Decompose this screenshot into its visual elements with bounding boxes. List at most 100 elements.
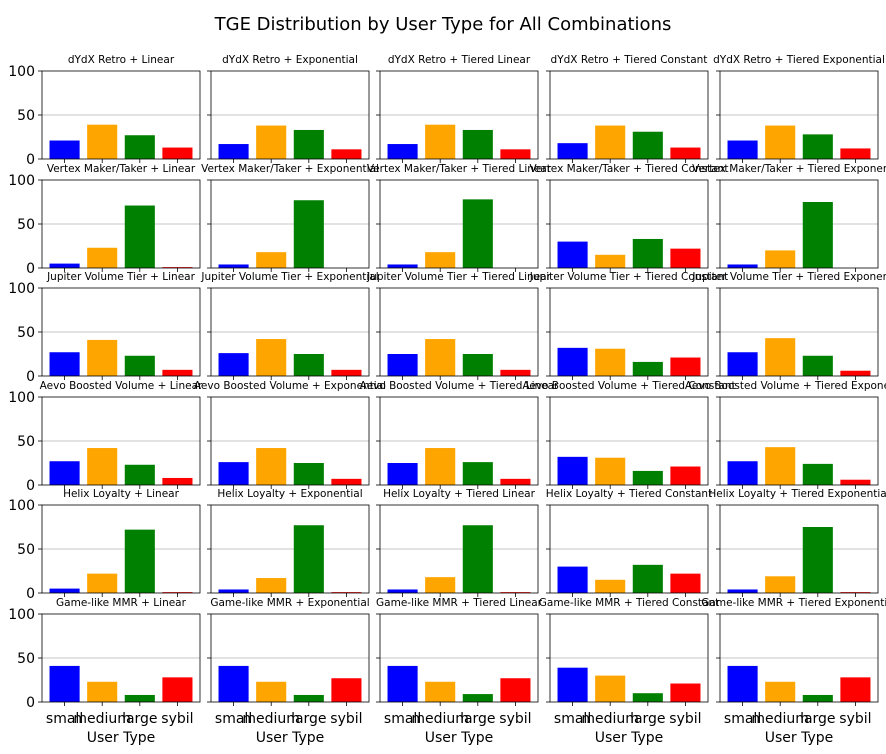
bar-large xyxy=(124,464,155,485)
x-tick-label: sybil xyxy=(839,711,871,727)
bar-small xyxy=(557,241,588,268)
subplot-title: Helix Loyalty + Tiered Constant xyxy=(546,488,712,500)
subplot-grid: dYdX Retro + Linear 0 50 100 dYdX Retro + Ex… xyxy=(8,54,886,746)
bar-small xyxy=(49,263,80,268)
bar-small xyxy=(727,140,758,159)
bar-medium xyxy=(595,348,626,376)
bar-medium xyxy=(765,125,796,159)
subplot-title: Aevo Boosted Volume + Tiered Exponential xyxy=(685,380,886,392)
bar-small xyxy=(218,462,249,485)
x-tick-label: large xyxy=(122,711,157,727)
bar-sybil xyxy=(670,683,701,702)
bar-medium xyxy=(256,125,287,159)
bar-medium xyxy=(256,448,287,485)
subplot-title: dYdX Retro + Tiered Constant xyxy=(551,54,708,66)
bar-large xyxy=(802,463,833,485)
bar-medium xyxy=(425,448,456,485)
y-tick-label: 100 xyxy=(8,64,35,80)
bar-medium xyxy=(595,579,626,593)
subplot: Jupiter Volume Tier + Tiered Exponential xyxy=(691,271,886,380)
bar-small xyxy=(387,589,418,593)
bar-large xyxy=(462,354,493,376)
subplot-title: Vertex Maker/Taker + Exponential xyxy=(201,163,379,175)
subplot-title: Game-like MMR + Linear xyxy=(56,597,187,609)
y-tick-label: 100 xyxy=(8,607,35,623)
y-tick-label: 100 xyxy=(8,390,35,406)
bar-small xyxy=(49,665,80,702)
bar-large xyxy=(462,694,493,702)
subplot: Game-like MMR + Exponential smallmediumla… xyxy=(207,597,370,746)
subplot: Game-like MMR + Tiered Exponential smallm… xyxy=(701,597,886,746)
subplot-title: Jupiter Volume Tier + Tiered Constant xyxy=(529,271,728,283)
bar-sybil xyxy=(162,677,193,702)
bar-small xyxy=(49,461,80,485)
subplot: Helix Loyalty + Tiered Exponential xyxy=(708,488,886,597)
x-tick-label: small xyxy=(46,711,83,727)
bar-small xyxy=(727,461,758,485)
bar-sybil xyxy=(331,678,362,702)
bar-large xyxy=(632,564,663,593)
subplot: Jupiter Volume Tier + Tiered Constant xyxy=(529,271,728,380)
bar-medium xyxy=(87,339,118,376)
bar-sybil xyxy=(840,677,871,702)
subplot: dYdX Retro + Tiered Linear xyxy=(376,54,539,163)
x-tick-label: small xyxy=(215,711,252,727)
bar-medium xyxy=(765,338,796,376)
bar-large xyxy=(462,462,493,485)
x-tick-label: small xyxy=(554,711,591,727)
bar-sybil xyxy=(500,478,531,485)
x-axis-label: User Type xyxy=(425,730,494,746)
subplot-title: Vertex Maker/Taker + Linear xyxy=(47,163,196,175)
subplot-title: Game-like MMR + Exponential xyxy=(210,597,369,609)
y-tick-label: 0 xyxy=(26,369,35,385)
bar-sybil xyxy=(162,369,193,376)
bar-small xyxy=(218,665,249,702)
subplot: Helix Loyalty + Linear 0 50 100 xyxy=(8,488,201,602)
x-tick-label: small xyxy=(384,711,421,727)
subplot-title: Game-like MMR + Tiered Exponential xyxy=(701,597,886,609)
subplot-title: dYdX Retro + Tiered Linear xyxy=(388,54,531,66)
bar-sybil xyxy=(162,592,193,593)
subplot-title: Vertex Maker/Taker + Tiered Linear xyxy=(367,163,552,175)
y-tick-label: 0 xyxy=(26,695,35,711)
subplot: Game-like MMR + Tiered Constant smallmedi… xyxy=(539,597,720,746)
bar-sybil xyxy=(840,370,871,376)
subplot: Vertex Maker/Taker + Tiered Exponential xyxy=(692,163,886,272)
bar-large xyxy=(293,463,324,485)
y-tick-label: 0 xyxy=(26,478,35,494)
subplot: Aevo Boosted Volume + Tiered Constant xyxy=(522,380,736,489)
y-tick-label: 50 xyxy=(17,542,35,558)
bar-sybil xyxy=(331,149,362,159)
bar-large xyxy=(124,529,155,593)
subplot-title: Aevo Boosted Volume + Tiered Linear xyxy=(360,380,559,392)
bar-sybil xyxy=(331,478,362,485)
bar-small xyxy=(727,264,758,268)
bar-sybil xyxy=(840,479,871,485)
bar-sybil xyxy=(162,267,193,268)
bar-large xyxy=(632,470,663,485)
x-axis-label: User Type xyxy=(87,730,156,746)
bar-small xyxy=(727,589,758,593)
bar-medium xyxy=(256,252,287,268)
x-tick-label: large xyxy=(630,711,665,727)
subplot: Jupiter Volume Tier + Tiered Linear xyxy=(366,271,552,380)
bar-medium xyxy=(256,339,287,376)
x-axis-label: User Type xyxy=(595,730,664,746)
bar-small xyxy=(387,665,418,702)
y-tick-label: 100 xyxy=(8,498,35,514)
y-tick-label: 100 xyxy=(8,281,35,297)
bar-small xyxy=(557,566,588,593)
x-axis-label: User Type xyxy=(256,730,325,746)
bar-small xyxy=(557,667,588,702)
bar-medium xyxy=(595,457,626,485)
bar-medium xyxy=(595,675,626,702)
subplot-title: Vertex Maker/Taker + Tiered Constant xyxy=(530,163,729,175)
bar-sybil xyxy=(500,369,531,376)
bar-small xyxy=(49,140,80,159)
subplot: dYdX Retro + Tiered Constant xyxy=(546,54,709,163)
subplot: Vertex Maker/Taker + Tiered Constant xyxy=(530,163,729,272)
bar-medium xyxy=(87,681,118,702)
bar-large xyxy=(632,361,663,376)
y-tick-label: 50 xyxy=(17,434,35,450)
